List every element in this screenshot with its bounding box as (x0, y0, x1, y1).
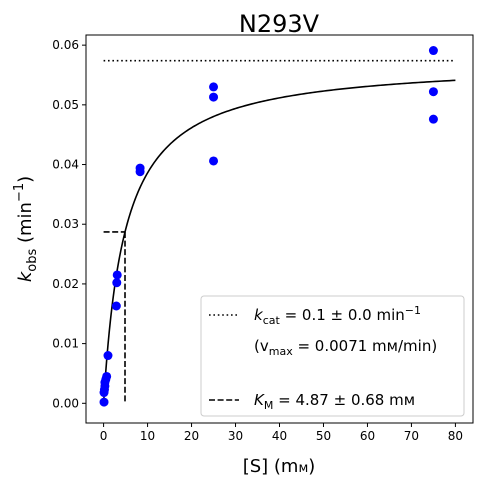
michaelis-menten-fit-line (102, 79, 456, 404)
y-tick-label: 0.06 (52, 38, 79, 52)
data-point (428, 114, 438, 124)
x-tick-label: 0 (100, 429, 108, 443)
y-tick-label: 0.02 (52, 277, 79, 291)
data-point (111, 301, 121, 311)
data-point (428, 46, 438, 56)
x-tick-label: 10 (140, 429, 155, 443)
x-tick-label: 20 (184, 429, 199, 443)
x-tick-label: 80 (448, 429, 463, 443)
data-point (102, 371, 112, 381)
y-tick-label: 0.05 (52, 98, 79, 112)
legend-entry-vmax: (vmax = 0.0071 mм/min) (254, 337, 437, 358)
data-point (99, 397, 109, 407)
x-axis-label: [S] (mм) (243, 456, 316, 477)
data-point (209, 92, 219, 102)
legend-entry-kcat: kcat = 0.1 ± 0.0 min−1 (254, 304, 421, 327)
x-axis: 0 10 20 30 40 50 60 70 80 (100, 423, 463, 443)
data-point (209, 156, 219, 166)
y-axis-label: kobs (min−1) (12, 176, 40, 282)
chart-title: N293V (239, 10, 320, 38)
legend-frame (200, 295, 465, 417)
data-point (135, 163, 145, 173)
y-tick-label: 0.01 (52, 337, 79, 351)
data-point (209, 82, 219, 92)
legend-entry-km: KM = 4.87 ± 0.68 mм (254, 391, 415, 412)
y-tick-label: 0.00 (52, 396, 79, 410)
x-tick-label: 40 (272, 429, 287, 443)
x-tick-label: 30 (228, 429, 243, 443)
data-point (103, 351, 113, 361)
x-tick-label: 60 (360, 429, 375, 443)
data-point (428, 87, 438, 97)
legend: kcat = 0.1 ± 0.0 min−1 (vmax = 0.0071 mм… (200, 295, 465, 417)
plot-series (99, 46, 456, 407)
data-point (112, 270, 122, 280)
data-point (112, 278, 122, 288)
y-tick-label: 0.03 (52, 217, 79, 231)
y-tick-label: 0.04 (52, 158, 79, 172)
x-tick-label: 50 (316, 429, 331, 443)
x-tick-label: 70 (404, 429, 419, 443)
y-axis: 0.00 0.01 0.02 0.03 0.04 0.05 0.06 (52, 38, 86, 410)
